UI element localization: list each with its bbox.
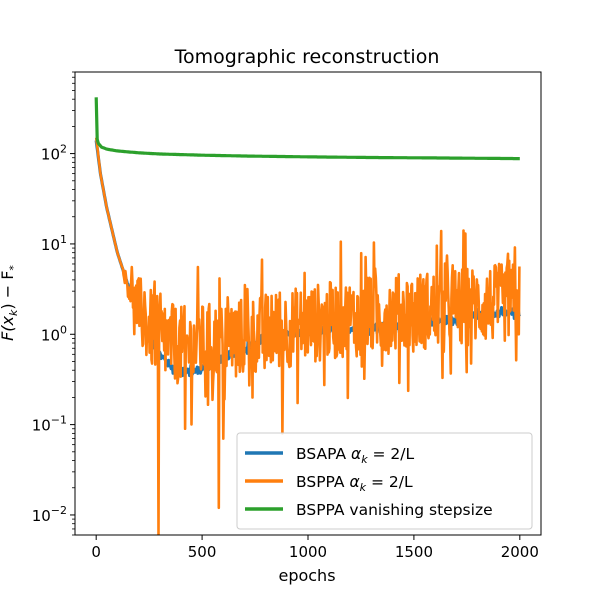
y-axis-ticks: 10−2 10−1 100 101 102: [32, 71, 75, 536]
legend: BSAPA αk = 2/L BSPPA αk = 2/L BSPPA vanish…: [236, 432, 533, 530]
y-axis-label: F(xk) − F*: [0, 265, 20, 341]
chart-title: Tomographic reconstruction: [174, 46, 440, 68]
legend-label: BSPPA αk = 2/L: [296, 473, 413, 494]
x-tick-label: 2000: [501, 543, 539, 561]
series-line-3: [94, 97, 521, 161]
x-tick-label: 1000: [289, 543, 327, 561]
y-tick-label: 10−2: [32, 504, 67, 525]
legend-box: [236, 432, 533, 530]
y-tick-label: 101: [41, 233, 67, 254]
x-tick-label: 500: [188, 543, 217, 561]
series-line-2: [94, 137, 521, 535]
y-tick-label: 10−1: [32, 414, 67, 435]
series-layer: [94, 97, 521, 535]
x-axis-label: epochs: [278, 566, 335, 585]
x-tick-label: 1500: [395, 543, 433, 561]
legend-label: BSAPA αk = 2/L: [296, 445, 415, 466]
plot-frame: [74, 71, 542, 536]
x-tick-label: 0: [91, 543, 101, 561]
legend-label: BSPPA vanishing stepsize: [296, 501, 493, 519]
x-axis-ticks: 0 500 1000 1500 2000: [91, 535, 539, 561]
y-tick-label: 100: [41, 323, 67, 344]
y-tick-label: 102: [41, 143, 67, 164]
